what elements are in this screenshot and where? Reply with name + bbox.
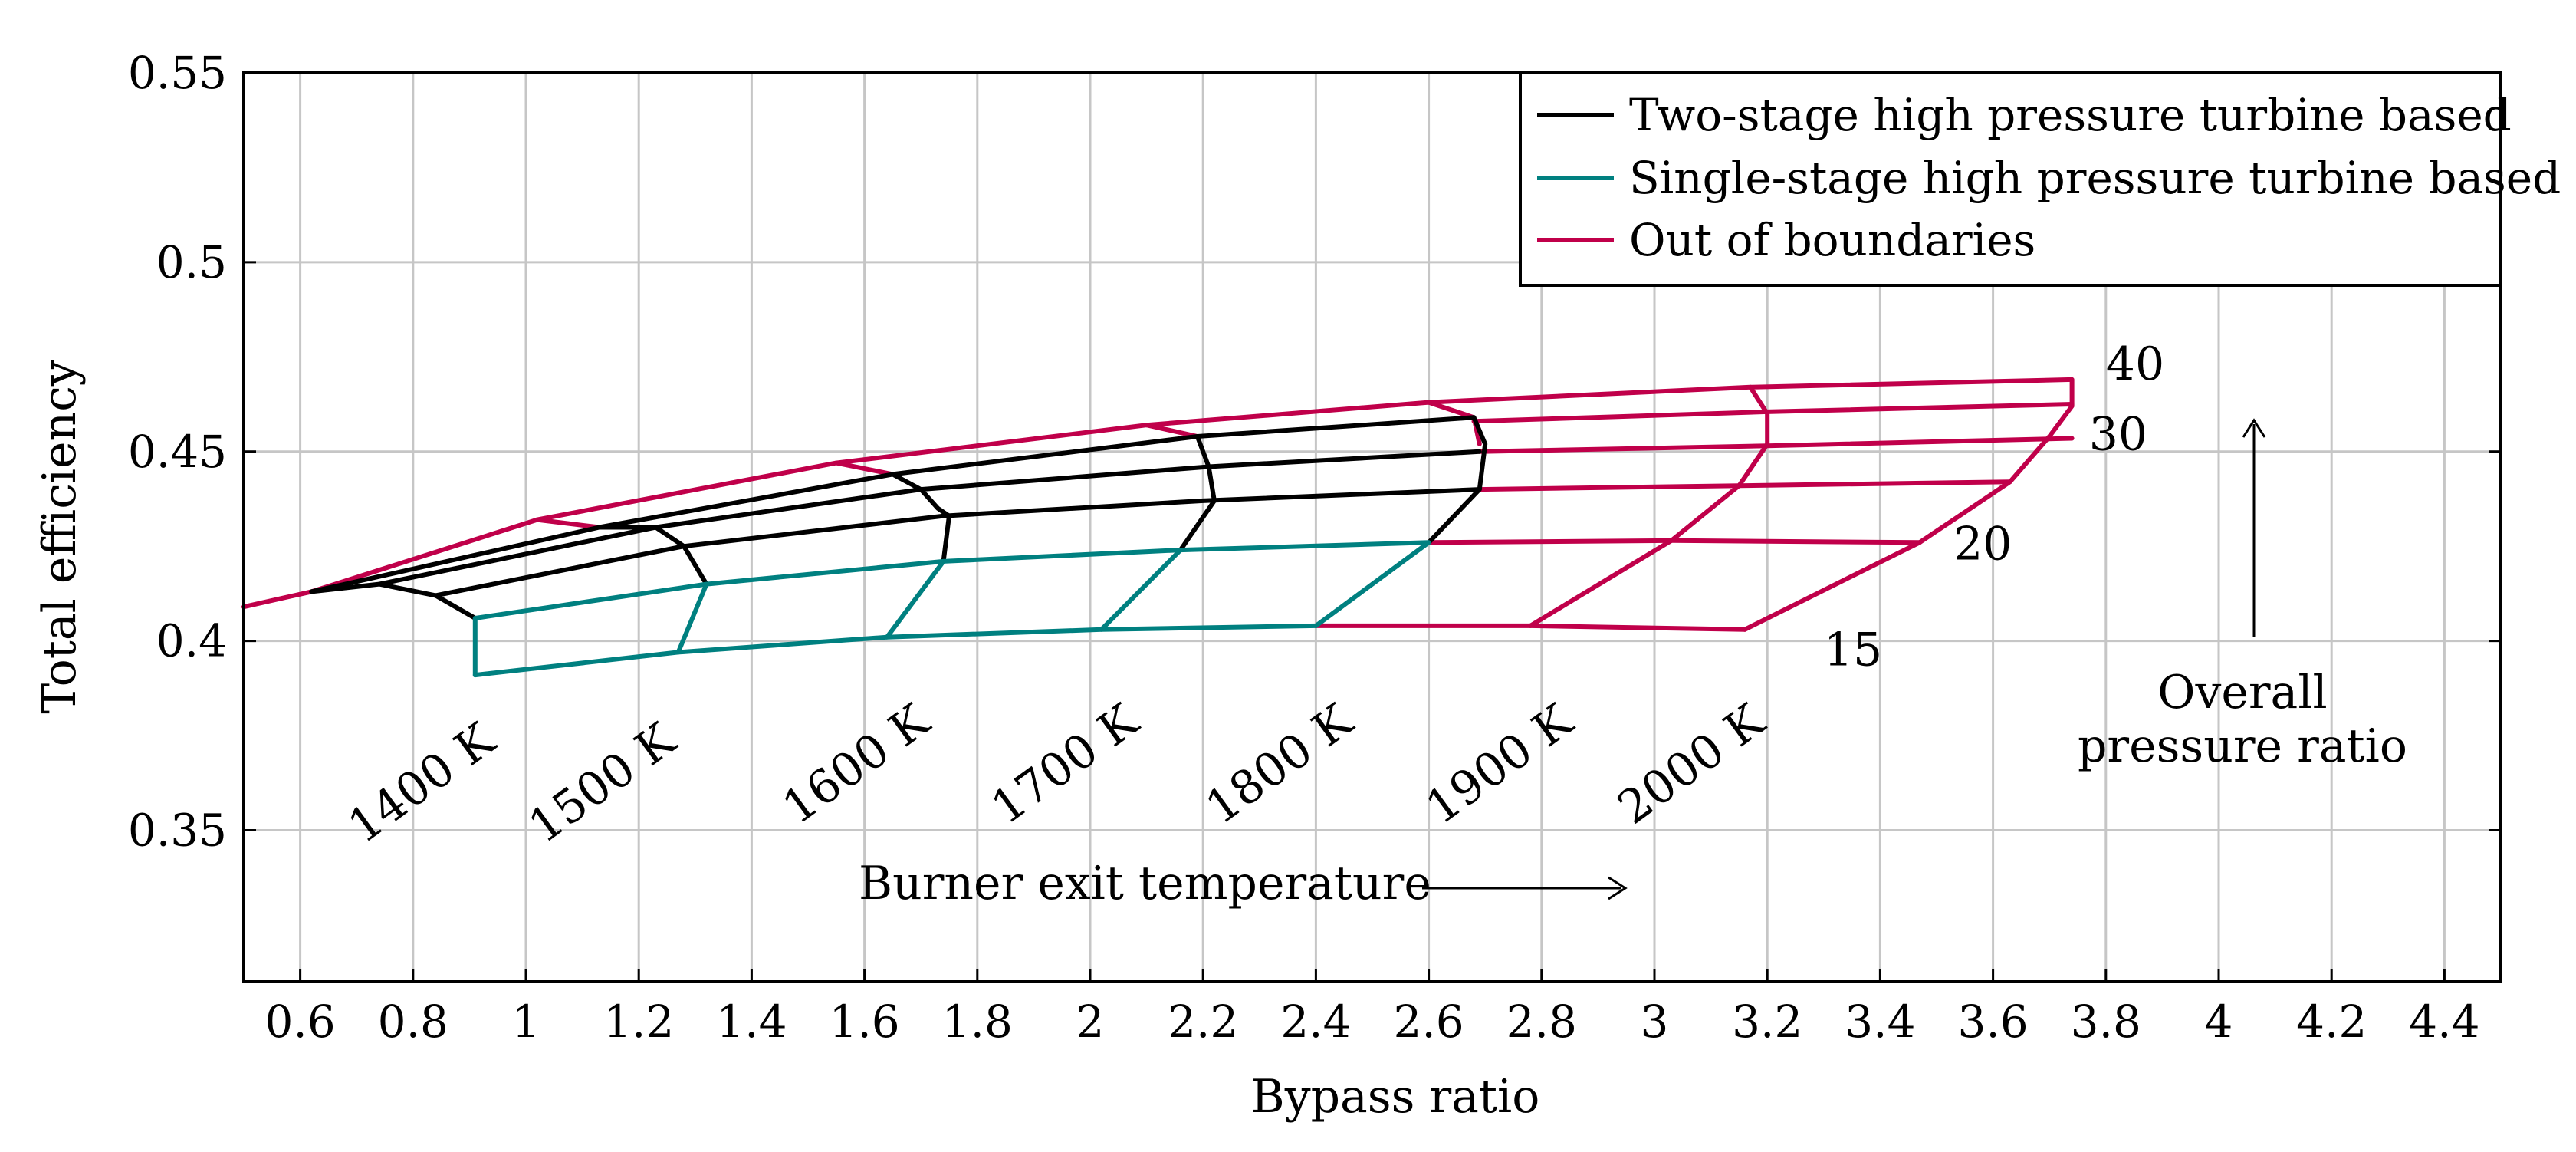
temperature-label: 2000 K	[1608, 693, 1775, 835]
series-line-single-stage-high-pressure-turbine-based	[472, 540, 1431, 620]
series-line-single-stage-high-pressure-turbine-based	[885, 558, 946, 640]
y-tick-label: 0.35	[128, 805, 227, 857]
x-tick-label: 1.8	[942, 996, 1013, 1048]
x-tick-label: 1.6	[829, 996, 899, 1048]
pressure-ratio-label: 40	[2106, 337, 2164, 391]
legend-box	[1519, 71, 2502, 287]
temperature-label: 1700 K	[982, 693, 1148, 835]
burner-exit-label: Burner exit temperature	[859, 857, 1431, 910]
y-axis-label: Total efficiency	[33, 360, 87, 714]
legend-label-two-stage: Two-stage high pressure turbine based	[1629, 89, 2512, 141]
x-tick-label: 4	[2205, 996, 2233, 1048]
burner-exit-arrowhead	[1608, 876, 1628, 900]
series-line-single-stage-high-pressure-turbine-based	[1313, 540, 1431, 628]
x-tick-label: 2	[1076, 996, 1105, 1048]
temperature-label: 1500 K	[519, 713, 685, 854]
x-tick-label: 2.2	[1168, 996, 1238, 1048]
x-tick-label: 2.4	[1280, 996, 1351, 1048]
series-line-out-of-boundaries	[242, 589, 314, 610]
x-tick-label: 3.2	[1732, 996, 1802, 1048]
series-line-two-stage-high-pressure-turbine-based	[309, 449, 1482, 594]
series-line-two-stage-high-pressure-turbine-based	[1178, 434, 1217, 553]
x-tick-label: 0.6	[264, 996, 335, 1048]
x-tick-label: 3	[1641, 996, 1669, 1048]
series-line-two-stage-high-pressure-turbine-based	[376, 487, 1482, 598]
series-line-out-of-boundaries	[1471, 402, 2075, 424]
pressure-ratio-label: 30	[2089, 407, 2147, 461]
x-tick-label: 2.8	[1506, 996, 1577, 1048]
temperature-label: 1600 K	[773, 693, 939, 835]
series-line-out-of-boundaries	[534, 517, 602, 530]
data-series	[242, 377, 2075, 678]
series-line-two-stage-high-pressure-turbine-based	[1426, 415, 1488, 545]
series-line-out-of-boundaries	[1426, 400, 1482, 446]
legend-label-single-stage: Single-stage high pressure turbine based	[1629, 152, 2561, 204]
plot-frame	[242, 71, 2502, 983]
pressure-ratio-label-line1: Overall	[2157, 666, 2327, 719]
pressure-ratio-arrowhead	[2242, 418, 2266, 438]
x-tick-label: 2.6	[1393, 996, 1464, 1048]
temperature-label: 1400 K	[339, 713, 505, 854]
x-tick-label: 3.6	[1957, 996, 2028, 1048]
y-tick-label: 0.5	[156, 236, 227, 288]
pressure-ratio-annotation: Overall pressure ratio	[2078, 418, 2407, 773]
x-tick-label: 0.8	[378, 996, 449, 1048]
series-line-single-stage-high-pressure-turbine-based	[472, 623, 1319, 678]
series-line-out-of-boundaries	[1742, 377, 2075, 632]
temperature-label: 1800 K	[1196, 693, 1362, 835]
series-line-out-of-boundaries	[1528, 384, 1770, 628]
x-tick-label: 4.2	[2296, 996, 2367, 1048]
pressure-ratio-label: 20	[1953, 517, 2012, 571]
pressure-ratio-labels: 40 30 20 15	[1824, 337, 2164, 677]
series-line-single-stage-high-pressure-turbine-based	[1099, 548, 1183, 632]
series-line-single-stage-high-pressure-turbine-based	[675, 581, 709, 655]
legend-label-out-of-boundaries: Out of boundaries	[1629, 214, 2036, 266]
x-tick-label: 3.8	[2071, 996, 2141, 1048]
x-tick-label: 3.4	[1845, 996, 1915, 1048]
x-axis-label: Bypass ratio	[1251, 1070, 1540, 1124]
burner-exit-annotation: Burner exit temperature	[859, 857, 1628, 910]
tick-labels: 0.6 0.8 1 1.2 1.4 1.6 1.8 2 2.2 2.4 2.6 2.8 3 3.2 3.4 3…	[128, 47, 2501, 1048]
series-line-out-of-boundaries	[1477, 479, 2013, 492]
y-tick-label: 0.45	[128, 426, 227, 478]
pressure-ratio-label: 15	[1824, 624, 1882, 677]
pressure-ratio-label-line2: pressure ratio	[2078, 719, 2407, 773]
x-tick-label: 1.4	[716, 996, 787, 1048]
temperature-label: 1900 K	[1416, 693, 1582, 835]
series-line-two-stage-high-pressure-turbine-based	[890, 472, 951, 564]
y-tick-label: 0.4	[156, 615, 227, 667]
x-tick-label: 4.4	[2409, 996, 2479, 1048]
series-line-out-of-boundaries	[1477, 436, 2075, 454]
series-line-out-of-boundaries	[833, 460, 895, 477]
x-tick-label: 1	[512, 996, 540, 1048]
series-line-two-stage-high-pressure-turbine-based	[596, 525, 709, 587]
series-line-two-stage-high-pressure-turbine-based	[433, 593, 478, 620]
y-tick-label: 0.55	[128, 47, 227, 99]
x-tick-label: 1.2	[603, 996, 674, 1048]
legend: Two-stage high pressure turbine based Si…	[1519, 71, 2561, 287]
series-line-out-of-boundaries	[1144, 423, 1200, 439]
